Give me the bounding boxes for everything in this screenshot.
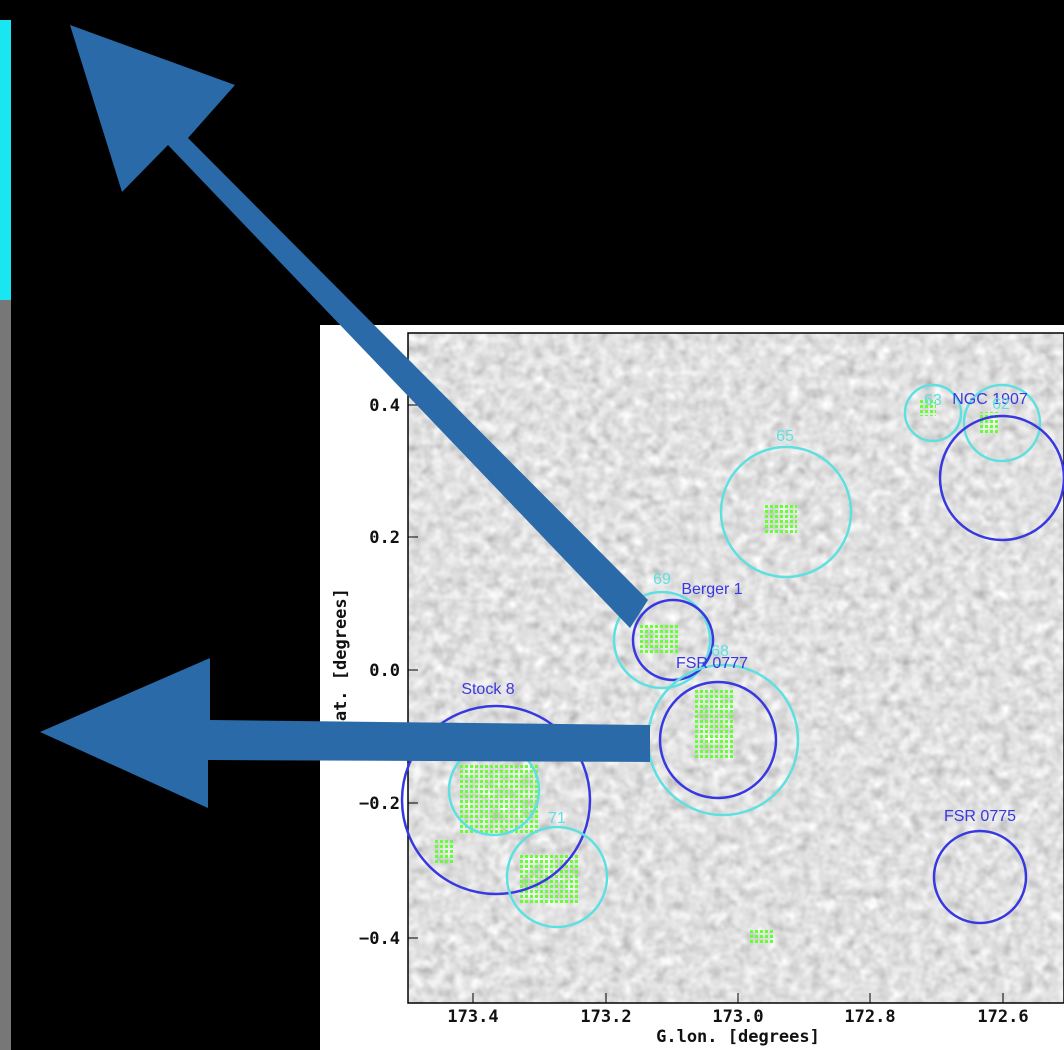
region-label: 69 xyxy=(653,571,671,588)
x-axis-title: G.lon. [degrees] xyxy=(656,1027,820,1047)
region-label: 71 xyxy=(548,810,566,827)
region-label: Berger 1 xyxy=(681,581,742,598)
x-tick-label: 172.6 xyxy=(977,1007,1028,1027)
y-tick-label: −0.2 xyxy=(359,794,400,814)
y-tick-label: 0.2 xyxy=(369,528,400,548)
region-label: FSR 0777 xyxy=(676,655,748,672)
region-label: Stock 8 xyxy=(461,681,514,698)
region-label: 63 xyxy=(924,392,942,409)
side-strip xyxy=(0,20,11,300)
region-label: 65 xyxy=(776,428,794,445)
x-tick-label: 173.2 xyxy=(580,1007,631,1027)
region-label: 62 xyxy=(992,396,1010,413)
x-tick-label: 173.0 xyxy=(712,1007,763,1027)
region-label: NGC 1907 xyxy=(952,391,1028,408)
y-tick-label: 0.0 xyxy=(369,661,400,681)
x-tick-label: 172.8 xyxy=(844,1007,895,1027)
slide: 173.4 173.2 173.0 172.8 172.6 0.4 0.2 0.0 −0.2 −0… xyxy=(0,0,1064,1050)
y-tick-label: −0.4 xyxy=(359,929,400,949)
side-image xyxy=(0,300,11,1050)
y-tick-label: 0.4 xyxy=(369,396,400,416)
x-tick-label: 173.4 xyxy=(447,1007,498,1027)
region-label: FSR 0775 xyxy=(944,808,1016,825)
